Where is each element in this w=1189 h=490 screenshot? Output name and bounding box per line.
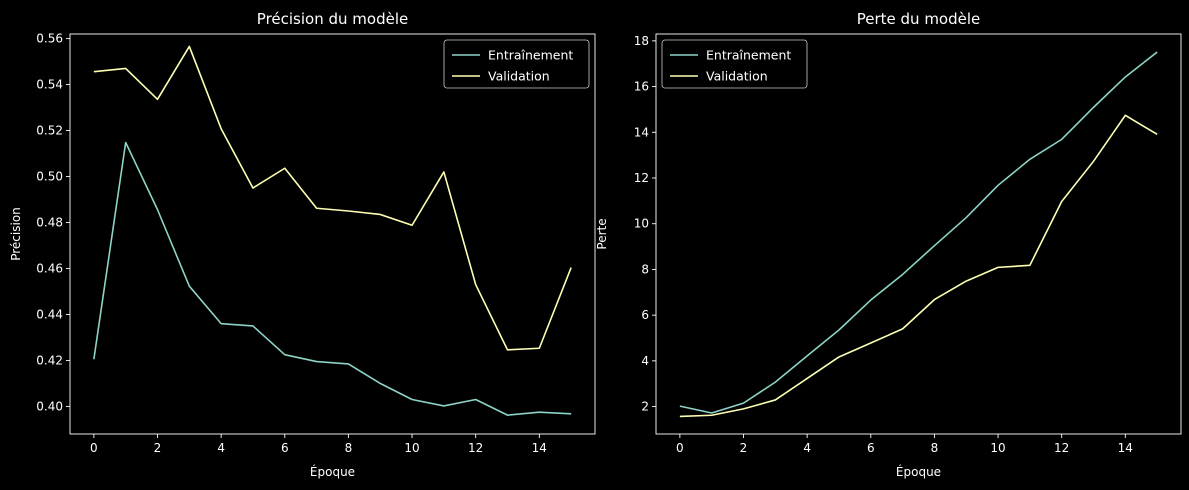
subplot-2: Perte du modèle 0 2 4 6 8 10 12 14 2 4 6 8 10 12 14 16 18… — [595, 10, 1182, 479]
x-tick-label: 4 — [217, 441, 225, 455]
subplot-1: Précision du modèle 0 2 4 6 8 10 12 14 0.40 0.42 0.… — [9, 10, 596, 479]
chart-title: Perte du modèle — [857, 10, 981, 28]
legend: Entraînement Validation — [661, 39, 808, 89]
y-tick-label: 0.42 — [36, 353, 63, 367]
x-tick-label: 2 — [154, 441, 162, 455]
legend-label: Validation — [488, 69, 550, 84]
y-tick-label: 6 — [641, 308, 649, 322]
x-axis-label: Époque — [896, 464, 941, 479]
legend-label: Entraînement — [488, 48, 573, 63]
series-line-validation — [93, 45, 572, 351]
x-tick-label: 8 — [345, 441, 353, 455]
legend-label: Validation — [706, 69, 768, 84]
y-tick-label: 0.40 — [36, 399, 63, 413]
x-tick-label: 2 — [740, 441, 748, 455]
legend-box — [443, 39, 590, 89]
y-tick-label: 18 — [634, 34, 649, 48]
series-line-train — [679, 51, 1158, 414]
x-tick-label: 0 — [90, 441, 98, 455]
y-tick-label: 10 — [634, 217, 649, 231]
legend-label: Entraînement — [706, 48, 791, 63]
legend: Entraînement Validation — [443, 39, 590, 89]
y-tick-label: 12 — [634, 171, 649, 185]
y-tick-label: 2 — [641, 400, 649, 414]
x-tick-label: 8 — [931, 441, 939, 455]
y-axis-label: Précision — [9, 207, 23, 261]
x-tick-label: 10 — [404, 441, 419, 455]
axes-frame — [655, 33, 1182, 435]
x-tick-label: 4 — [803, 441, 811, 455]
x-axis-label: Époque — [310, 464, 355, 479]
y-axis-label: Perte — [595, 218, 609, 249]
y-tick-label: 8 — [641, 262, 649, 276]
x-tick-label: 0 — [676, 441, 684, 455]
axes-frame — [69, 33, 596, 435]
x-tick-label: 14 — [1118, 441, 1133, 455]
y-tick-label: 0.48 — [36, 216, 63, 230]
series-line-validation — [679, 114, 1158, 418]
y-tick-label: 4 — [641, 354, 649, 368]
y-tick-label: 0.44 — [36, 307, 63, 321]
y-tick-label: 0.50 — [36, 170, 63, 184]
x-tick-label: 14 — [532, 441, 547, 455]
y-tick-label: 0.46 — [36, 261, 63, 275]
y-tick-label: 0.56 — [36, 32, 63, 46]
series-line-train — [93, 141, 572, 416]
y-tick-label: 14 — [634, 125, 649, 139]
y-tick-label: 0.54 — [36, 78, 63, 92]
y-tick-label: 0.52 — [36, 124, 63, 138]
chart-title: Précision du modèle — [257, 10, 408, 28]
x-tick-label: 10 — [990, 441, 1005, 455]
x-tick-label: 12 — [1054, 441, 1069, 455]
x-tick-label: 6 — [867, 441, 875, 455]
x-tick-label: 12 — [468, 441, 483, 455]
legend-box — [661, 39, 808, 89]
x-tick-label: 6 — [281, 441, 289, 455]
y-tick-label: 16 — [634, 80, 649, 94]
